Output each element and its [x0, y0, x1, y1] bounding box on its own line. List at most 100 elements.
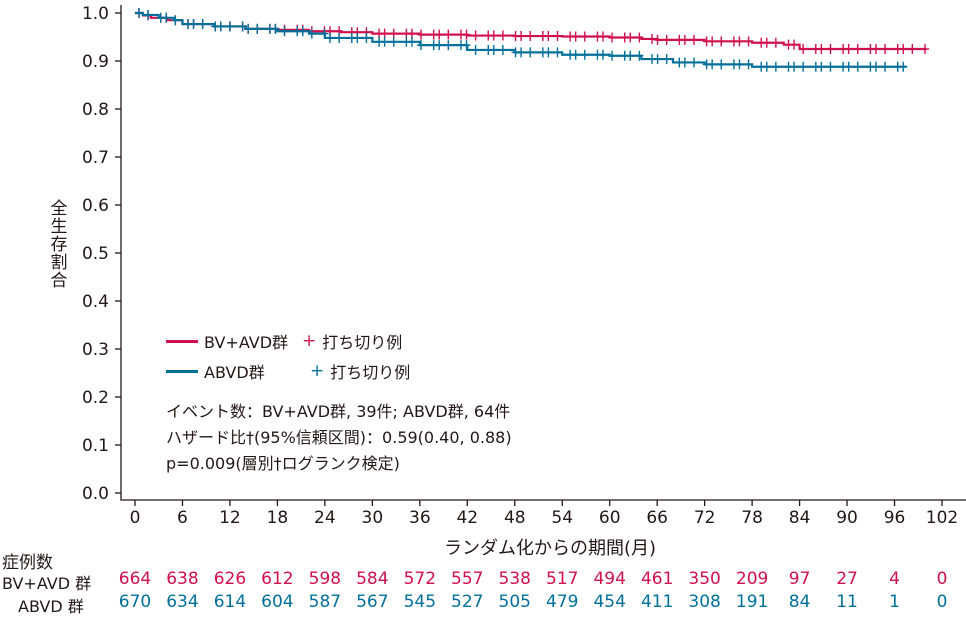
legend-label-abvd: ABVD群 [204, 363, 265, 382]
censor-mark [498, 44, 507, 55]
x-tick-label: 66 [646, 508, 668, 528]
censor-mark [908, 44, 917, 54]
y-tick-label: 0.5 [82, 244, 109, 264]
censor-mark [680, 57, 689, 68]
censor-mark [871, 61, 880, 72]
censor-mark [444, 29, 453, 40]
legend-swatch-abvd [166, 369, 198, 373]
censor-mark [198, 19, 207, 30]
censor-mark [662, 34, 671, 45]
x-tick-label: 24 [314, 508, 336, 528]
censor-mark [717, 36, 726, 47]
censor-mark [526, 47, 535, 58]
censor-mark [771, 37, 780, 48]
risk-count: 494 [593, 569, 626, 589]
censor-mark [899, 44, 908, 54]
censor-mark [735, 59, 744, 70]
censor-mark [225, 21, 234, 32]
risk-count: 604 [261, 592, 294, 612]
risk-count: 505 [498, 592, 531, 612]
censor-mark [635, 50, 644, 61]
km-plot: 0.0 0.1 0.2 0.3 0.4 0.5 0.6 0.7 0.8 0.9 1.0 0 6 12 18 2… [82, 4, 966, 528]
censor-mark [826, 44, 835, 54]
censor-mark [844, 61, 853, 72]
risk-count: 572 [403, 569, 437, 589]
censor-mark [489, 30, 498, 41]
legend-censor-mark-abvd: + [310, 361, 325, 381]
plot-axes: 0.0 0.1 0.2 0.3 0.4 0.5 0.6 0.7 0.8 0.9 1.0 0 6 12 18 2… [82, 4, 966, 528]
x-axis-label: ランダム化からの期間(月) [443, 538, 657, 559]
censor-mark [335, 32, 344, 43]
x-tick-label: 42 [456, 508, 478, 528]
censor-mark [817, 61, 826, 72]
censor-mark [662, 54, 671, 65]
y-tick-label: 0.0 [82, 484, 109, 504]
censor-mark [762, 61, 771, 72]
hazard-ratio-text: ハザード比†(95%信頼区間)：0.59(0.40, 0.88) [166, 428, 512, 447]
censor-mark [526, 31, 535, 42]
risk-count: 614 [213, 592, 247, 612]
censor-mark [580, 31, 589, 42]
x-tick-label: 78 [741, 508, 763, 528]
x-tick-label: 72 [694, 508, 716, 528]
censor-mark [471, 44, 480, 55]
censor-mark [444, 40, 453, 51]
censor-mark [435, 40, 444, 51]
censor-mark [689, 34, 698, 45]
y-tick-label: 0.9 [82, 52, 109, 72]
risk-count: 461 [640, 569, 674, 589]
event-count-text: イベント数：BV+AVD群, 39件; ABVD群, 64件 [166, 402, 511, 421]
censor-mark [735, 36, 744, 47]
censor-mark [571, 31, 580, 42]
censor-mark [253, 23, 262, 34]
legend-censor-label-abvd: 打ち切り例 [330, 363, 411, 382]
censor-mark [189, 19, 198, 30]
risk-count: 191 [735, 592, 769, 612]
risk-count: 584 [356, 569, 389, 589]
risk-count: 4 [889, 569, 900, 589]
censor-mark [280, 26, 289, 37]
censor-mark [871, 44, 880, 54]
x-tick-label: 12 [219, 508, 241, 528]
risk-count: 538 [498, 569, 531, 589]
censor-mark [271, 23, 280, 34]
risk-count: 587 [308, 592, 342, 612]
risk-count: 598 [308, 569, 342, 589]
censor-mark [653, 34, 662, 45]
censor-mark [144, 9, 153, 20]
risk-count: 84 [788, 592, 811, 612]
censor-mark [417, 29, 426, 40]
censor-mark [799, 61, 808, 72]
legend-item-bv: BV+AVD群 + 打ち切り例 [166, 326, 410, 356]
censor-mark [417, 40, 426, 51]
y-tick-label: 0.6 [82, 196, 109, 216]
censor-mark [298, 26, 307, 37]
censor-mark [598, 31, 607, 42]
censor-mark [744, 59, 753, 70]
censor-mark [553, 31, 562, 42]
censor-mark [544, 47, 553, 58]
x-tick-label: 102 [926, 508, 958, 528]
risk-count: 454 [593, 592, 626, 612]
risk-count: 0 [936, 569, 948, 589]
censor-mark [162, 12, 171, 23]
x-tick-label: 6 [177, 508, 188, 528]
censor-mark [708, 59, 717, 70]
censor-mark [353, 32, 362, 43]
censor-mark [598, 49, 607, 60]
censor-mark [762, 37, 771, 48]
risk-row-label: BV+AVD 群 [2, 574, 92, 593]
x-tick-label: 54 [551, 508, 573, 528]
y-tick-label: 1.0 [82, 4, 109, 24]
axis-frame [120, 5, 966, 501]
censor-mark [635, 32, 644, 43]
series-line-abvd [135, 11, 907, 68]
x-tick-label: 48 [504, 508, 526, 528]
x-tick-label: 0 [130, 508, 141, 528]
risk-table-title: 症例数 [2, 553, 53, 573]
risk-count: 27 [836, 569, 858, 589]
censor-mark [462, 29, 471, 40]
x-tick-label: 60 [599, 508, 621, 528]
censor-mark [389, 36, 398, 47]
censor-mark [608, 50, 617, 61]
